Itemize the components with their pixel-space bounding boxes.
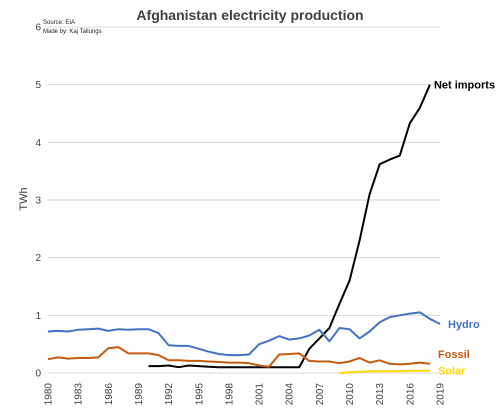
x-tick-label: 2013 [375,383,386,406]
x-tick-label: 1986 [104,383,115,406]
x-ticks: 1980 1983 1986 1989 1992 1995 1998 2001 2004 2007… [44,383,447,406]
y-tick-label: 2 [35,253,41,264]
x-tick-label: 1980 [44,383,55,406]
x-tick-label: 2001 [255,383,266,406]
y-axis-label: TWh [18,187,30,210]
series-line-hydro [47,311,441,357]
x-tick-label: 1992 [164,383,175,406]
chart-title: Afghanistan electricity production [136,7,363,23]
y-ticks: 0 1 2 3 4 5 6 [35,23,41,380]
x-tick-label: 1983 [74,383,85,406]
x-tick-label: 2019 [436,383,447,406]
y-tick-label: 4 [35,138,41,149]
series-label: Hydro [448,319,480,331]
y-tick-label: 6 [35,23,41,34]
y-tick-label: 1 [35,311,41,322]
y-tick-label: 0 [35,369,41,380]
series-label: Fossil [438,349,470,361]
y-tick-label: 5 [35,80,41,91]
x-tick-label: 1989 [134,383,145,406]
source-note: Source: EIA [43,20,75,26]
series-line-net-imports [148,84,431,369]
series-label: Net imports [434,80,495,92]
series-line-fossil [47,346,431,368]
x-tick-label: 2016 [405,383,416,406]
series-labels: Net imports Hydro Fossil Solar [434,80,495,378]
x-tick-label: 2007 [315,383,326,406]
series-lines [47,84,441,374]
x-tick-label: 1998 [224,383,235,406]
series-label: Solar [438,366,466,378]
x-tick-label: 2004 [285,383,296,406]
gridlines [48,26,440,374]
y-tick-label: 3 [35,196,41,207]
x-tick-label: 2010 [345,383,356,406]
made-by-note: Made by: Kaj Tallungs [43,29,102,35]
series-line-solar [339,369,430,374]
x-tick-label: 1995 [194,383,205,406]
